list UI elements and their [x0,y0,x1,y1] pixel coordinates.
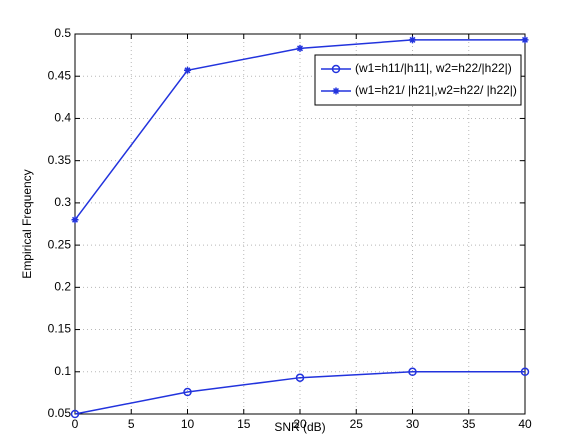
y-tick-label: 0.25 [48,237,72,251]
legend-label: (w1=h11/|h11|, w2=h22/|h22|) [355,61,512,75]
x-tick-label: 25 [350,417,364,431]
y-tick-label: 0.5 [54,26,71,40]
x-tick-label: 20 [293,417,307,431]
data-point [296,44,304,52]
data-point [70,409,80,419]
data-point [183,387,192,397]
x-tick-label: 40 [518,417,532,431]
x-tick-label: 10 [181,417,195,431]
axes-box [74,33,526,415]
x-tick-label: 5 [128,417,135,431]
y-tick-label: 0.2 [54,280,71,294]
y-tick-label: 0.35 [48,153,72,167]
data-point [184,66,191,74]
data-point [521,36,529,44]
y-tick-label: 0.4 [54,111,71,125]
y-axis-label: Empirical Frequency [20,169,34,278]
legend-marker [332,87,340,95]
x-axis-label: SNR (dB) [274,420,325,434]
y-tick-label: 0.1 [54,364,71,378]
legend-marker [331,64,341,74]
legend-box [314,54,522,106]
legend-label: (w1=h21/ |h21|,w2=h22/ |h22|) [355,83,517,97]
x-tick-label: 35 [462,417,476,431]
x-tick-label: 0 [72,417,79,431]
y-tick-label: 0.45 [48,68,72,82]
series-line [74,371,525,415]
x-tick-label: 15 [237,417,251,431]
data-point [408,367,417,377]
data-point [71,216,79,224]
x-tick-label: 30 [406,417,420,431]
data-point [520,367,530,377]
data-point [409,36,416,44]
y-tick-label: 0.15 [48,322,72,336]
y-tick-label: 0.3 [54,195,71,209]
data-point [295,373,305,382]
y-tick-label: 0.05 [48,406,72,420]
